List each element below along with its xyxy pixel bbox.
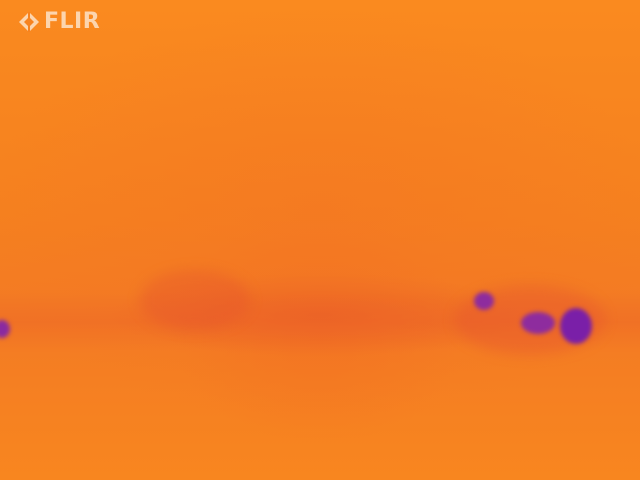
flir-diamond-icon	[19, 12, 39, 32]
cool-region-left	[140, 270, 250, 330]
cold-spot-3	[560, 308, 592, 344]
cold-spot-1	[474, 292, 494, 310]
flir-logo-text: FLIR	[44, 9, 101, 34]
flir-logo: FLIR	[18, 11, 100, 33]
cold-spot-left-edge	[0, 320, 10, 338]
cold-spot-2	[521, 312, 555, 334]
